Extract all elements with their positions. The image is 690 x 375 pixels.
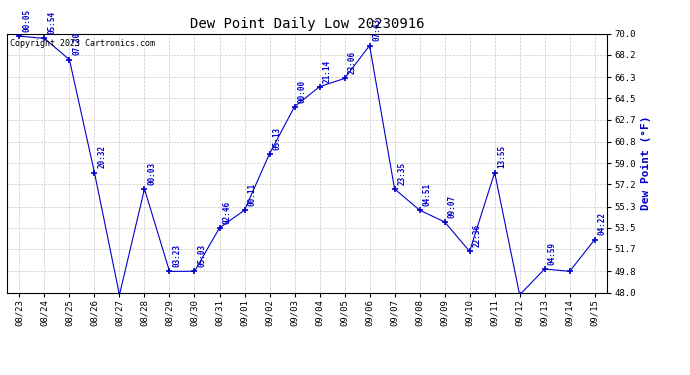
Text: 23:06: 23:06 [347, 51, 356, 74]
Text: 05:54: 05:54 [47, 11, 56, 34]
Text: 04:59: 04:59 [547, 242, 556, 265]
Text: 00:03: 00:03 [147, 162, 156, 185]
Text: 03:23: 03:23 [172, 244, 181, 267]
Text: 04:51: 04:51 [422, 183, 431, 206]
Text: 00:05: 00:05 [22, 9, 31, 32]
Text: 13:55: 13:55 [497, 145, 506, 168]
Text: 15:54: 15:54 [0, 374, 1, 375]
Text: 20:32: 20:32 [97, 145, 106, 168]
Text: 07:20: 07:20 [72, 32, 81, 56]
Text: 21:14: 21:14 [322, 59, 331, 82]
Text: 09:07: 09:07 [447, 195, 456, 218]
Text: 00:11: 00:11 [247, 183, 256, 206]
Text: Copyright 2023 Cartronics.com: Copyright 2023 Cartronics.com [10, 39, 155, 48]
Text: 14:59: 14:59 [0, 374, 1, 375]
Text: 07:43: 07:43 [373, 18, 382, 41]
Text: 05:03: 05:03 [197, 244, 206, 267]
Text: 02:46: 02:46 [222, 201, 231, 223]
Text: 22:36: 22:36 [473, 224, 482, 247]
Title: Dew Point Daily Low 20230916: Dew Point Daily Low 20230916 [190, 17, 424, 31]
Text: 00:00: 00:00 [297, 80, 306, 102]
Text: 23:35: 23:35 [397, 162, 406, 185]
Text: 05:13: 05:13 [273, 126, 282, 150]
Text: 04:22: 04:22 [598, 212, 607, 236]
Y-axis label: Dew Point (°F): Dew Point (°F) [641, 116, 651, 210]
